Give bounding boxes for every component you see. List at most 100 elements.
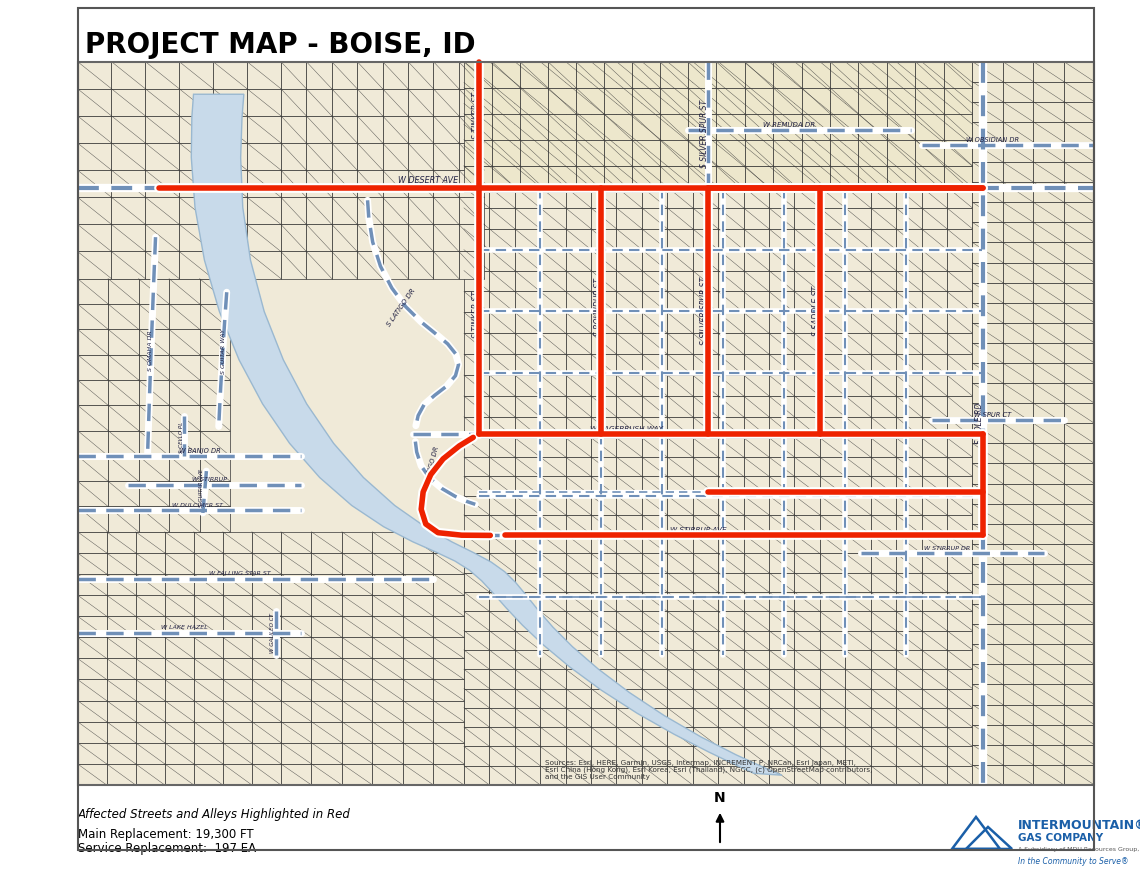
- Bar: [743, 476, 770, 495]
- Bar: [489, 396, 515, 417]
- Bar: [139, 304, 169, 329]
- Bar: [136, 616, 164, 637]
- Bar: [402, 658, 433, 679]
- Bar: [795, 396, 820, 417]
- Bar: [972, 503, 1003, 524]
- Bar: [1033, 142, 1064, 162]
- Bar: [947, 334, 972, 354]
- Bar: [1064, 483, 1094, 503]
- Bar: [247, 197, 280, 224]
- Bar: [489, 650, 515, 669]
- Bar: [433, 743, 464, 764]
- Bar: [820, 592, 845, 612]
- Bar: [743, 145, 770, 166]
- Bar: [871, 437, 896, 457]
- Bar: [194, 743, 222, 764]
- Bar: [1033, 744, 1064, 765]
- Bar: [718, 688, 743, 708]
- Bar: [433, 700, 464, 722]
- Bar: [139, 329, 169, 355]
- Bar: [718, 766, 743, 785]
- Bar: [520, 165, 548, 192]
- Bar: [464, 229, 489, 250]
- Bar: [491, 165, 520, 192]
- Bar: [1003, 705, 1033, 724]
- Bar: [540, 124, 565, 145]
- Bar: [972, 403, 1003, 423]
- Bar: [145, 62, 179, 89]
- Bar: [718, 103, 743, 124]
- Bar: [667, 334, 693, 354]
- Bar: [222, 722, 252, 743]
- Bar: [1033, 262, 1064, 282]
- Bar: [194, 679, 222, 700]
- Bar: [921, 437, 947, 457]
- Bar: [540, 631, 565, 650]
- Bar: [357, 116, 383, 143]
- Bar: [280, 553, 311, 574]
- Bar: [515, 515, 540, 534]
- Bar: [222, 700, 252, 722]
- Bar: [489, 495, 515, 515]
- Bar: [402, 722, 433, 743]
- Bar: [1033, 524, 1064, 544]
- Bar: [632, 88, 660, 114]
- Bar: [972, 303, 1003, 323]
- Bar: [200, 355, 230, 380]
- Bar: [667, 515, 693, 534]
- Bar: [565, 476, 591, 495]
- Bar: [642, 554, 667, 573]
- Bar: [136, 700, 164, 722]
- Bar: [565, 354, 591, 375]
- Bar: [433, 532, 464, 553]
- Bar: [693, 312, 718, 334]
- Bar: [871, 354, 896, 375]
- Bar: [548, 88, 576, 114]
- Bar: [311, 595, 342, 616]
- Bar: [433, 574, 464, 595]
- Text: INTERMOUNTAIN®: INTERMOUNTAIN®: [1018, 819, 1140, 832]
- Bar: [718, 650, 743, 669]
- Bar: [139, 279, 169, 304]
- Bar: [280, 616, 311, 637]
- Bar: [112, 197, 145, 224]
- Bar: [458, 89, 484, 116]
- Bar: [773, 165, 801, 192]
- Bar: [617, 270, 642, 291]
- Bar: [1064, 644, 1094, 664]
- Bar: [718, 83, 743, 103]
- Bar: [515, 229, 540, 250]
- Bar: [896, 334, 921, 354]
- Bar: [1003, 464, 1033, 483]
- Bar: [106, 679, 136, 700]
- Bar: [921, 746, 947, 766]
- Bar: [311, 532, 342, 553]
- Bar: [145, 224, 179, 252]
- Bar: [718, 291, 743, 312]
- Bar: [743, 688, 770, 708]
- Bar: [106, 637, 136, 658]
- Bar: [247, 224, 280, 252]
- Bar: [972, 705, 1003, 724]
- Bar: [773, 88, 801, 114]
- Bar: [1003, 724, 1033, 744]
- Bar: [947, 495, 972, 515]
- Bar: [820, 669, 845, 688]
- Bar: [845, 457, 871, 476]
- Bar: [795, 145, 820, 166]
- Bar: [200, 430, 230, 456]
- Bar: [795, 334, 820, 354]
- Bar: [332, 224, 357, 252]
- Bar: [332, 116, 357, 143]
- Bar: [820, 766, 845, 785]
- Bar: [1033, 564, 1064, 584]
- Bar: [1033, 503, 1064, 524]
- Bar: [617, 495, 642, 515]
- Bar: [947, 166, 972, 187]
- Bar: [743, 746, 770, 766]
- Bar: [693, 592, 718, 612]
- Bar: [194, 700, 222, 722]
- Bar: [667, 62, 693, 83]
- Bar: [540, 145, 565, 166]
- Bar: [540, 187, 565, 208]
